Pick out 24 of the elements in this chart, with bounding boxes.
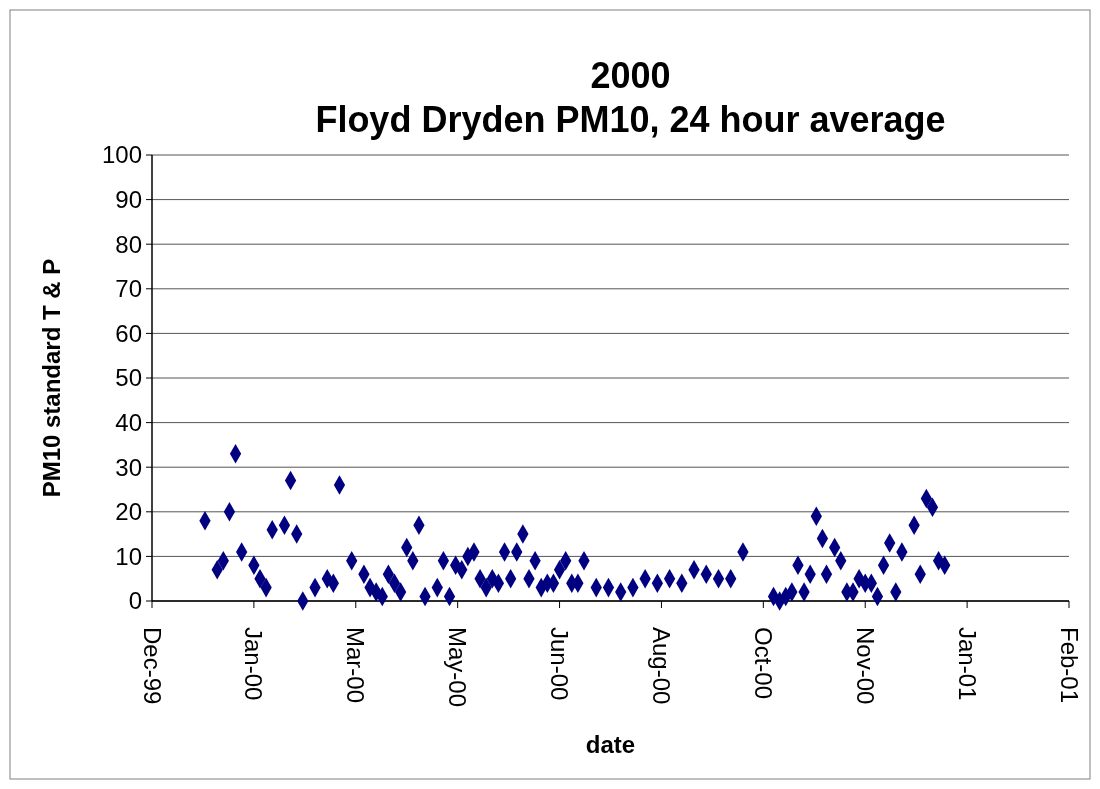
x-tick-label: Mar-00 xyxy=(342,627,370,704)
x-tick-label: Jun-00 xyxy=(546,627,574,701)
chart-title: 2000 Floyd Dryden PM10, 24 hour average xyxy=(315,55,946,140)
x-tick-label: Feb-01 xyxy=(1055,627,1083,704)
y-tick-label: 90 xyxy=(115,186,142,213)
y-tick-label: 40 xyxy=(115,409,142,436)
x-tick-label: Oct-00 xyxy=(749,627,777,700)
y-tick-label: 0 xyxy=(128,587,142,615)
y-tick-label: 80 xyxy=(115,230,142,258)
x-tick-label: May-00 xyxy=(444,627,472,708)
y-tick-label: 50 xyxy=(115,364,142,392)
y-axis-title: PM10 standard T & P xyxy=(38,258,65,498)
x-tick-label: Jan-00 xyxy=(240,627,268,701)
x-tick-label: Nov-00 xyxy=(851,627,879,705)
x-tick-label: Aug-00 xyxy=(648,627,676,705)
y-tick-label: 70 xyxy=(115,275,142,303)
x-axis-title: date xyxy=(585,731,636,758)
x-tick-label: Jan-01 xyxy=(953,627,981,701)
y-tick-label: 30 xyxy=(115,453,142,481)
y-tick-label: 20 xyxy=(115,498,142,526)
y-tick-label: 10 xyxy=(115,542,142,570)
y-tick-label: 100 xyxy=(101,141,142,169)
x-tick-label: Dec-99 xyxy=(138,627,166,705)
y-tick-label: 60 xyxy=(115,319,142,347)
